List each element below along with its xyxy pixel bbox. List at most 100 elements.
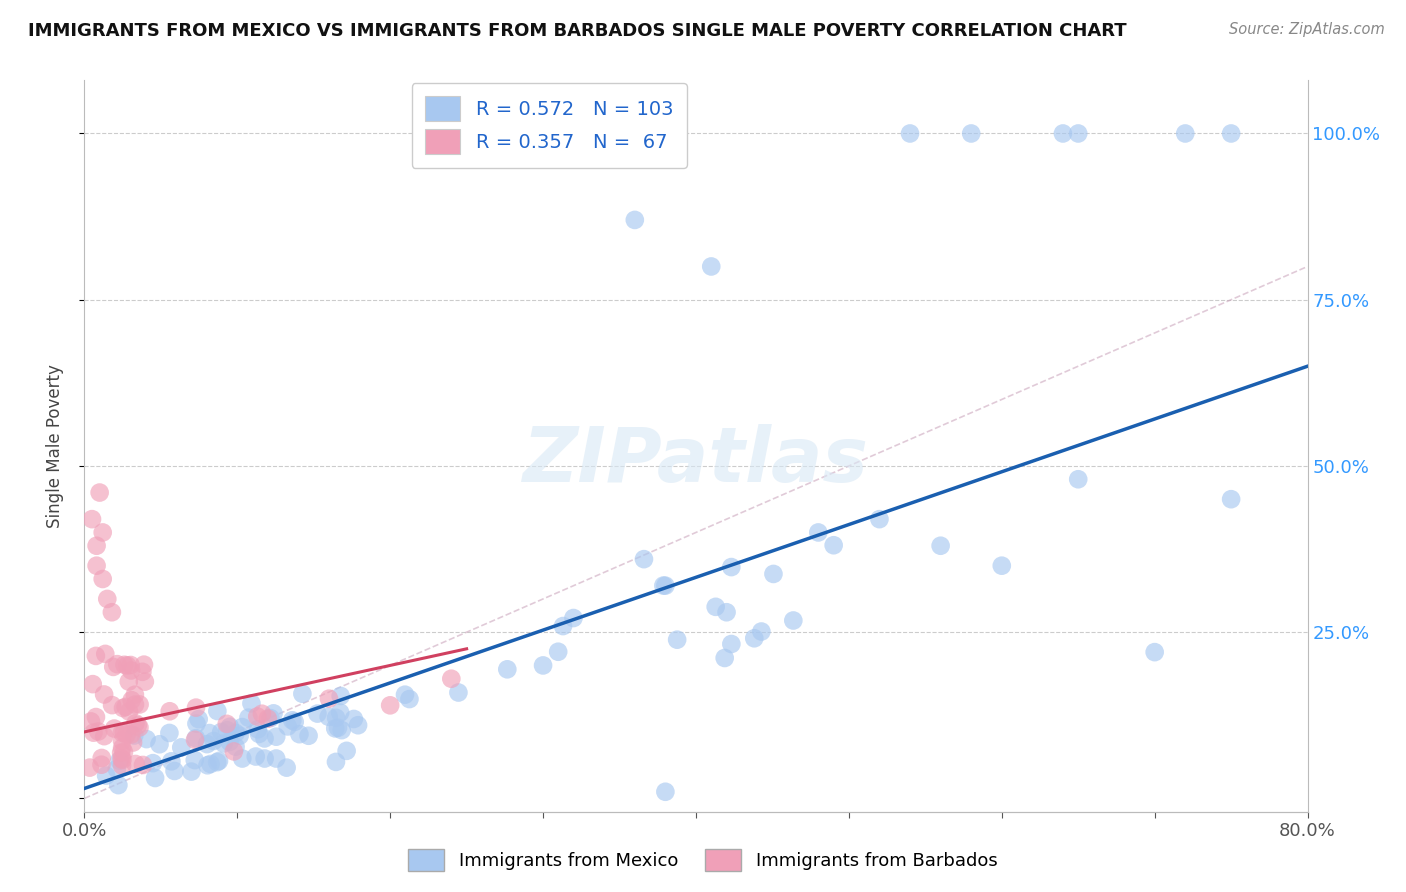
Point (108, 754, 131, 768)
Point (163, 764, 186, 778)
Point (170, 740, 193, 755)
Point (654, 579, 676, 593)
Point (782, 614, 804, 628)
Legend: Immigrants from Mexico, Immigrants from Barbados: Immigrants from Mexico, Immigrants from … (401, 842, 1005, 879)
Point (440, 672, 463, 686)
Point (111, 740, 134, 755)
Point (115, 658, 138, 673)
Point (225, 726, 247, 740)
Point (124, 756, 146, 771)
Point (124, 698, 146, 712)
Point (1220, 127, 1243, 141)
Point (101, 605, 124, 619)
Point (111, 758, 134, 772)
Point (93, 688, 115, 702)
Point (200, 756, 222, 771)
Point (111, 701, 134, 715)
Point (1052, 127, 1074, 141)
Point (716, 605, 738, 619)
Point (217, 723, 239, 738)
Point (277, 719, 299, 733)
Point (148, 737, 170, 751)
Point (82, 677, 104, 691)
Point (496, 662, 519, 676)
Point (547, 645, 569, 659)
Point (198, 726, 221, 740)
Point (180, 764, 202, 779)
Point (991, 558, 1014, 573)
Point (1174, 127, 1197, 141)
Point (110, 751, 132, 765)
Point (318, 710, 340, 724)
Point (1067, 127, 1090, 141)
Point (184, 732, 207, 747)
Point (79, 761, 101, 775)
Point (336, 744, 359, 758)
Point (184, 700, 207, 714)
Point (110, 746, 132, 760)
Point (264, 751, 287, 765)
Point (118, 674, 141, 689)
Point (245, 749, 267, 764)
Point (142, 756, 165, 771)
Point (326, 721, 349, 735)
Point (94, 647, 117, 661)
Point (297, 729, 319, 743)
Point (238, 711, 260, 725)
Point (112, 725, 135, 739)
Point (1143, 645, 1166, 659)
Point (134, 674, 156, 689)
Point (318, 691, 340, 706)
Point (720, 637, 742, 651)
Point (253, 751, 276, 765)
Point (247, 727, 270, 741)
Point (394, 688, 416, 702)
Point (124, 716, 146, 731)
Point (218, 735, 240, 749)
Point (1220, 492, 1243, 507)
Point (120, 658, 142, 673)
Point (89, 485, 111, 500)
Point (531, 658, 554, 673)
Point (325, 755, 347, 769)
Point (228, 729, 250, 743)
Point (131, 665, 153, 679)
Point (143, 771, 166, 785)
Point (212, 736, 235, 750)
Point (111, 753, 134, 767)
Point (551, 619, 574, 633)
Point (240, 697, 263, 711)
Point (562, 611, 585, 625)
Point (713, 651, 735, 665)
Point (114, 699, 136, 714)
Point (86, 558, 108, 573)
Point (184, 731, 207, 746)
Point (80, 512, 103, 526)
Point (347, 718, 370, 732)
Point (288, 727, 311, 741)
Point (124, 688, 146, 702)
Y-axis label: Single Male Poverty: Single Male Poverty (45, 364, 63, 528)
Point (93, 729, 115, 743)
Point (329, 689, 352, 703)
Point (323, 722, 346, 736)
Point (87, 724, 110, 739)
Point (80, 714, 103, 729)
Point (111, 734, 134, 748)
Text: Source: ZipAtlas.com: Source: ZipAtlas.com (1229, 22, 1385, 37)
Point (654, 785, 676, 799)
Point (263, 706, 285, 721)
Point (259, 711, 281, 725)
Point (281, 714, 304, 728)
Point (121, 693, 143, 707)
Point (1067, 472, 1090, 486)
Point (325, 711, 347, 725)
Point (380, 698, 402, 713)
Point (107, 778, 129, 792)
Point (253, 731, 276, 746)
Point (208, 754, 231, 768)
Point (112, 657, 135, 672)
Point (231, 751, 253, 765)
Point (105, 762, 128, 776)
Point (94, 769, 117, 783)
